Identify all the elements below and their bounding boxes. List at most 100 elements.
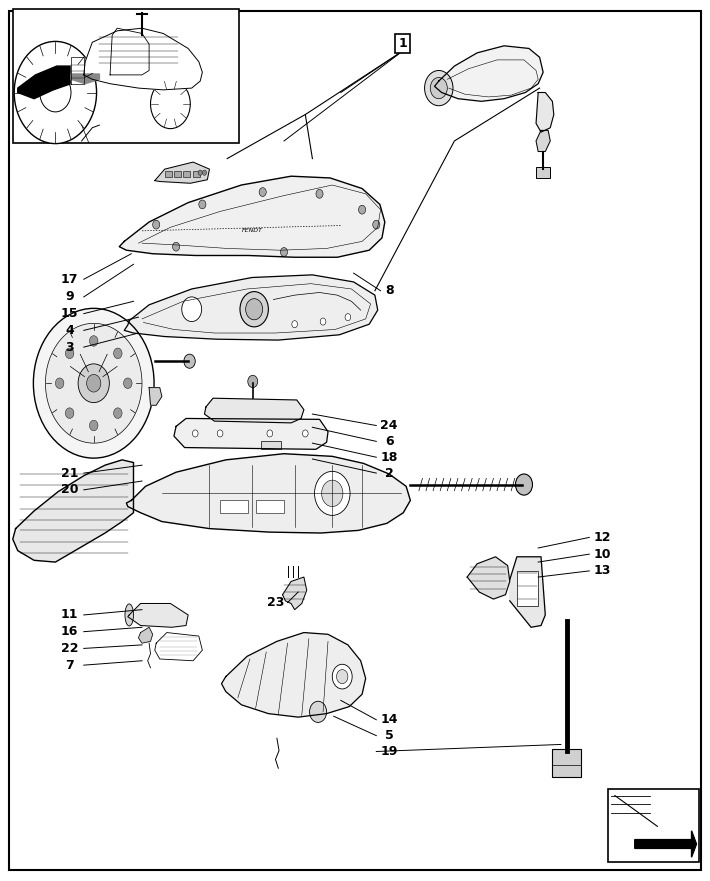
Bar xyxy=(536,167,550,178)
Circle shape xyxy=(89,420,98,431)
Circle shape xyxy=(45,323,142,443)
Polygon shape xyxy=(204,398,304,423)
Circle shape xyxy=(280,248,288,256)
Polygon shape xyxy=(222,633,366,717)
Polygon shape xyxy=(124,275,378,340)
Circle shape xyxy=(345,314,351,321)
Circle shape xyxy=(310,701,327,722)
Polygon shape xyxy=(283,577,307,610)
Polygon shape xyxy=(149,388,162,405)
Polygon shape xyxy=(119,176,385,257)
Polygon shape xyxy=(18,66,84,99)
Text: 16: 16 xyxy=(61,626,78,638)
Polygon shape xyxy=(155,633,202,661)
Polygon shape xyxy=(536,93,554,132)
Circle shape xyxy=(316,189,323,198)
Circle shape xyxy=(315,471,350,515)
Circle shape xyxy=(55,378,64,389)
Circle shape xyxy=(430,78,447,99)
Text: 4: 4 xyxy=(65,324,74,337)
Text: 24: 24 xyxy=(381,419,398,432)
Circle shape xyxy=(184,354,195,368)
Polygon shape xyxy=(635,831,697,857)
Circle shape xyxy=(124,378,132,389)
Text: 12: 12 xyxy=(594,531,611,544)
Ellipse shape xyxy=(125,604,133,626)
Text: FENDT: FENDT xyxy=(241,228,263,233)
Text: 5: 5 xyxy=(385,729,393,742)
Circle shape xyxy=(322,480,343,507)
Polygon shape xyxy=(435,46,543,101)
Circle shape xyxy=(151,79,190,129)
Circle shape xyxy=(65,348,74,359)
Bar xyxy=(261,440,281,449)
Text: 14: 14 xyxy=(381,714,398,726)
Polygon shape xyxy=(13,460,133,562)
Text: 15: 15 xyxy=(61,307,78,320)
Circle shape xyxy=(267,430,273,437)
Text: 10: 10 xyxy=(594,548,611,560)
Circle shape xyxy=(192,430,198,437)
Bar xyxy=(193,171,200,177)
Circle shape xyxy=(292,321,297,328)
Circle shape xyxy=(359,205,366,214)
Circle shape xyxy=(515,474,532,495)
Text: 21: 21 xyxy=(61,467,78,479)
Circle shape xyxy=(320,318,326,325)
Polygon shape xyxy=(510,557,545,627)
Bar xyxy=(174,171,181,177)
Circle shape xyxy=(259,188,266,196)
Circle shape xyxy=(332,664,352,689)
Bar xyxy=(256,500,284,513)
Polygon shape xyxy=(126,454,410,533)
Text: 7: 7 xyxy=(65,659,74,671)
Circle shape xyxy=(153,220,160,229)
Circle shape xyxy=(173,242,180,251)
Text: 11: 11 xyxy=(61,609,78,621)
Polygon shape xyxy=(467,557,510,599)
Text: 19: 19 xyxy=(381,745,398,758)
Circle shape xyxy=(373,220,380,229)
Circle shape xyxy=(217,430,223,437)
Polygon shape xyxy=(536,130,550,152)
Bar xyxy=(13,9,239,143)
Bar xyxy=(165,171,172,177)
Polygon shape xyxy=(155,162,209,183)
Circle shape xyxy=(302,430,308,437)
Polygon shape xyxy=(128,603,188,627)
Circle shape xyxy=(199,200,206,209)
Circle shape xyxy=(202,170,207,175)
Bar xyxy=(608,789,699,862)
Circle shape xyxy=(114,408,122,418)
Bar xyxy=(552,749,581,777)
Circle shape xyxy=(87,374,101,392)
Bar xyxy=(220,500,248,513)
Circle shape xyxy=(425,70,453,106)
Text: 23: 23 xyxy=(267,596,284,609)
Text: 18: 18 xyxy=(381,451,398,463)
Circle shape xyxy=(33,308,154,458)
Bar xyxy=(517,571,538,606)
Text: 17: 17 xyxy=(61,273,78,285)
Text: 6: 6 xyxy=(385,435,393,448)
Text: 1: 1 xyxy=(398,37,407,49)
Text: 8: 8 xyxy=(385,285,393,297)
Polygon shape xyxy=(174,418,328,449)
Text: 22: 22 xyxy=(61,642,78,655)
Circle shape xyxy=(89,336,98,346)
Circle shape xyxy=(240,292,268,327)
Circle shape xyxy=(114,348,122,359)
Circle shape xyxy=(248,375,258,388)
Text: 20: 20 xyxy=(61,484,78,496)
Polygon shape xyxy=(71,57,84,84)
Circle shape xyxy=(40,73,71,112)
Circle shape xyxy=(78,364,109,403)
Circle shape xyxy=(14,41,97,144)
Text: 9: 9 xyxy=(65,291,74,303)
Circle shape xyxy=(246,299,263,320)
Circle shape xyxy=(182,297,202,322)
Text: 2: 2 xyxy=(385,467,393,479)
Bar xyxy=(183,171,190,177)
Polygon shape xyxy=(84,28,202,90)
Polygon shape xyxy=(138,627,153,643)
